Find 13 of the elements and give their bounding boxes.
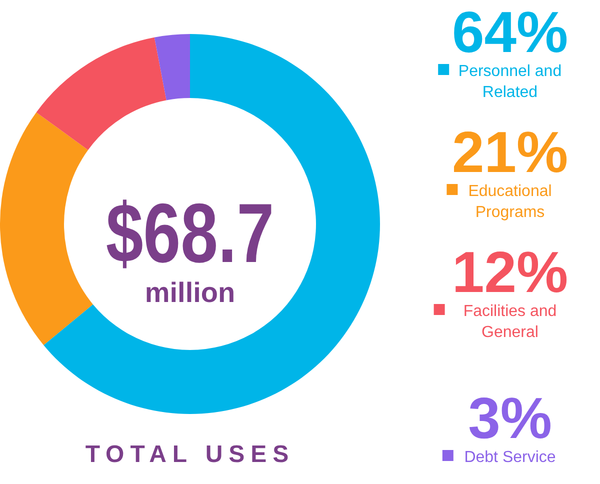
legend-label: Educational Programs bbox=[468, 183, 552, 221]
data-label: 64% bbox=[452, 0, 568, 65]
donut-slice bbox=[154, 34, 190, 100]
data-label: 21% bbox=[452, 120, 568, 185]
legend-label: Facilities and General bbox=[463, 303, 557, 341]
legend-label: Debt Service bbox=[464, 449, 556, 466]
text: TOTAL USES bbox=[85, 441, 295, 468]
donut-slice bbox=[44, 34, 380, 414]
donut-slice bbox=[36, 37, 166, 150]
legend-label: Personnel and Related bbox=[458, 63, 562, 101]
data-label: 12% bbox=[452, 240, 568, 305]
donut-slice bbox=[0, 112, 93, 346]
data-label: 3% bbox=[468, 386, 552, 451]
